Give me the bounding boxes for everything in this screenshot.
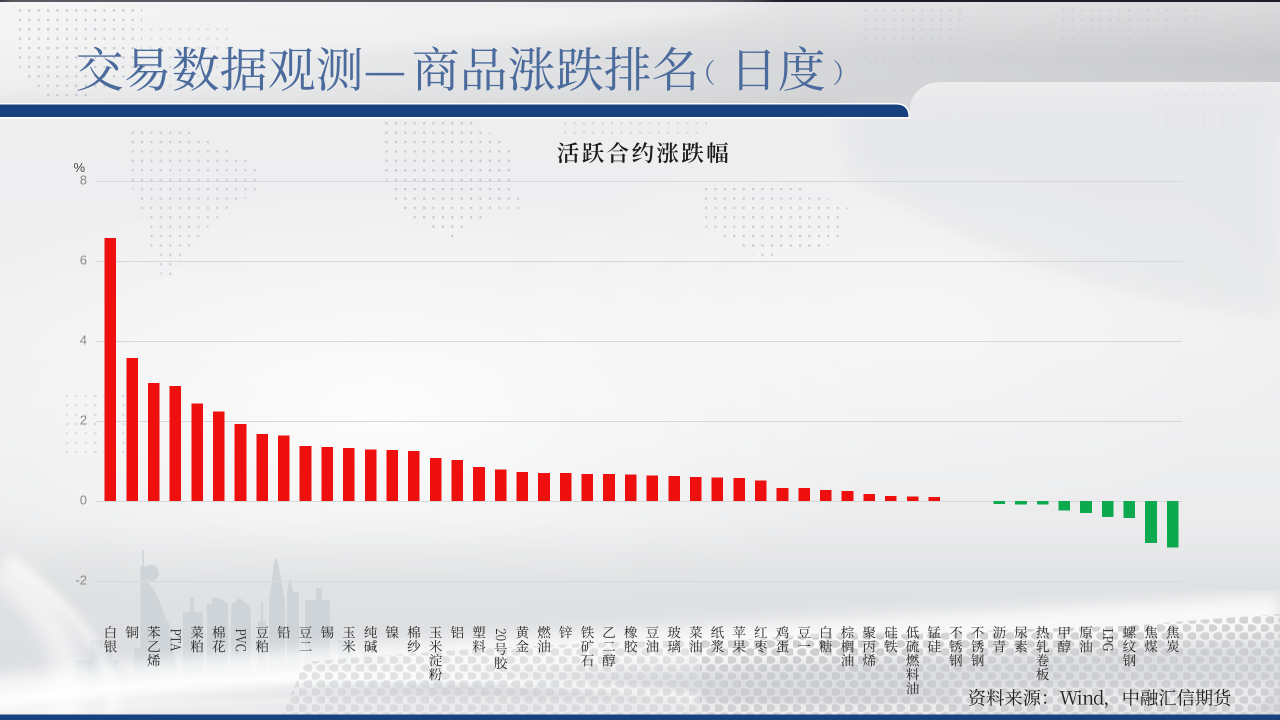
svg-text:-2: -2 [75,573,87,588]
svg-text:0: 0 [80,493,87,508]
svg-text:2: 2 [80,413,87,428]
svg-text:8: 8 [80,173,87,188]
svg-text:6: 6 [80,253,87,268]
svg-text:%: % [73,160,85,175]
svg-text:4: 4 [80,333,87,348]
